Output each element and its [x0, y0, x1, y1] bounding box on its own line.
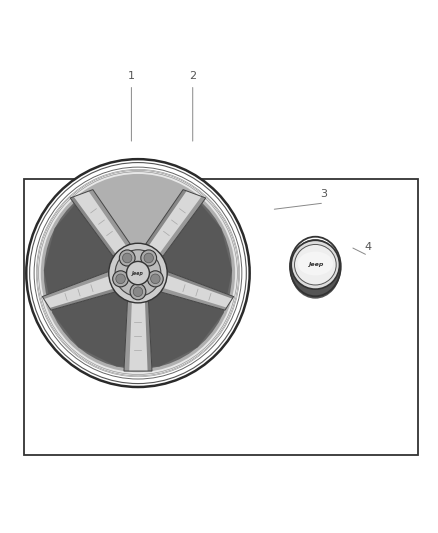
Polygon shape	[161, 288, 226, 310]
Ellipse shape	[113, 271, 128, 287]
Ellipse shape	[141, 250, 157, 266]
Ellipse shape	[151, 274, 160, 284]
Text: 4: 4	[364, 242, 371, 252]
Text: Jeep: Jeep	[132, 271, 144, 276]
Ellipse shape	[119, 250, 135, 266]
Text: 2: 2	[189, 71, 196, 81]
Polygon shape	[124, 302, 132, 371]
Polygon shape	[153, 196, 232, 303]
Polygon shape	[167, 272, 233, 298]
Polygon shape	[159, 197, 206, 256]
Polygon shape	[70, 197, 116, 256]
Polygon shape	[42, 272, 115, 310]
Ellipse shape	[37, 171, 238, 376]
Ellipse shape	[133, 287, 143, 296]
Ellipse shape	[26, 159, 250, 387]
Text: 3: 3	[321, 189, 328, 199]
Polygon shape	[146, 190, 187, 246]
Ellipse shape	[123, 253, 132, 263]
Polygon shape	[138, 281, 227, 369]
Ellipse shape	[115, 250, 161, 296]
Ellipse shape	[127, 261, 149, 285]
Polygon shape	[49, 289, 115, 310]
Ellipse shape	[109, 243, 167, 303]
Ellipse shape	[297, 252, 333, 276]
Text: Jeep: Jeep	[307, 262, 323, 267]
Polygon shape	[88, 190, 130, 246]
Polygon shape	[44, 196, 232, 367]
Ellipse shape	[291, 240, 339, 289]
Text: 1: 1	[128, 71, 135, 81]
Polygon shape	[145, 302, 152, 371]
Polygon shape	[124, 302, 152, 371]
Ellipse shape	[294, 245, 336, 285]
Polygon shape	[44, 196, 123, 303]
Ellipse shape	[290, 239, 341, 298]
Ellipse shape	[148, 271, 163, 287]
Polygon shape	[146, 190, 206, 256]
Polygon shape	[42, 272, 110, 299]
Ellipse shape	[116, 274, 125, 284]
Polygon shape	[161, 272, 233, 310]
Ellipse shape	[130, 284, 146, 300]
Polygon shape	[49, 281, 138, 369]
Ellipse shape	[41, 174, 235, 372]
Ellipse shape	[144, 253, 153, 263]
Polygon shape	[70, 190, 130, 256]
